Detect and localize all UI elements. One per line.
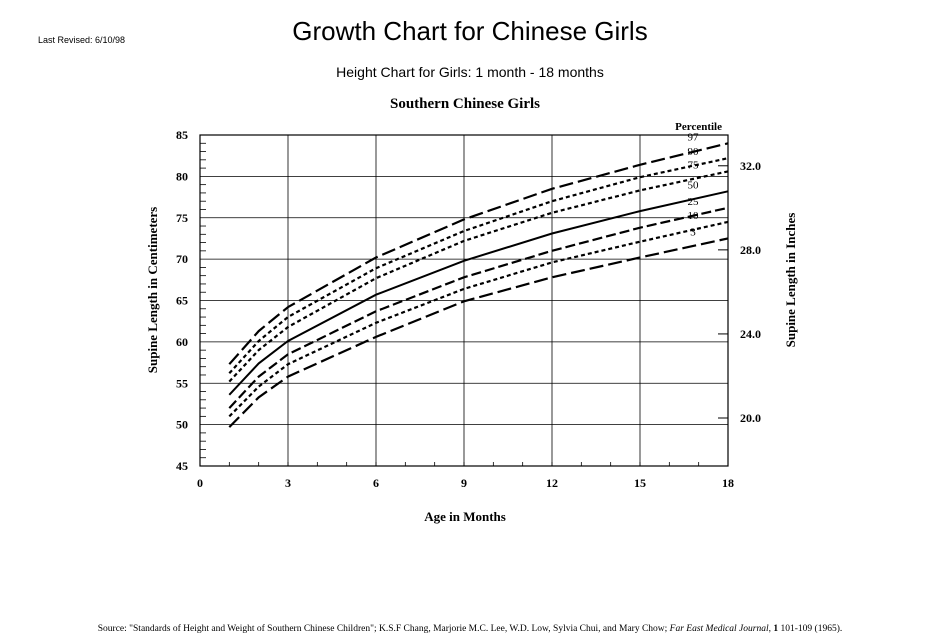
percentile-line-75 — [228, 170, 729, 383]
percentile-line-25 — [228, 206, 729, 409]
journal-pages: 101-109 (1965). — [780, 624, 843, 634]
x-tick-label: 0 — [197, 476, 203, 490]
percentile-label-25: 25 — [688, 196, 700, 208]
percentile-label-3: 3 — [690, 226, 696, 238]
percentile-line-10 — [228, 220, 729, 418]
x-tick-label: 12 — [546, 476, 558, 490]
percentile-label-90: 90 — [688, 146, 700, 158]
percentile-label-10: 10 — [688, 210, 700, 222]
y-tick-label: 50 — [176, 418, 188, 432]
journal-volume: 1 — [773, 624, 779, 634]
y-tick-label: 80 — [176, 169, 188, 183]
page-subtitle: Height Chart for Girls: 1 month - 18 mon… — [336, 64, 604, 80]
y-axis-label-left: Supine Length in Centimeters — [145, 207, 160, 373]
source-citation: Source: "Standards of Height and Weight … — [97, 624, 843, 634]
right-tick-label: 28.0 — [740, 243, 761, 257]
y-tick-label: 70 — [176, 252, 188, 266]
percentile-line-97 — [228, 142, 729, 365]
y-tick-label: 45 — [176, 459, 188, 473]
y-tick-label: 75 — [176, 211, 188, 225]
y-tick-label: 55 — [176, 376, 188, 390]
y-axis-label-right: Supine Length in Inches — [783, 213, 798, 348]
percentile-label-75: 75 — [688, 159, 700, 171]
y-tick-label: 85 — [176, 128, 188, 142]
right-tick-label: 32.0 — [740, 159, 761, 173]
source-text: Source: "Standards of Height and Weight … — [97, 624, 668, 634]
legend-title: Percentile — [675, 121, 722, 133]
y-tick-label: 65 — [176, 294, 188, 308]
x-axis-label: Age in Months — [424, 509, 506, 524]
right-tick-label: 24.0 — [740, 327, 761, 341]
journal-name: Far East Medical Journal — [669, 624, 769, 634]
percentile-line-3 — [228, 237, 729, 428]
percentile-line-50 — [228, 190, 729, 396]
x-tick-label: 18 — [722, 476, 734, 490]
plot-frame — [199, 134, 729, 467]
last-revised-date: Last Revised: 6/10/98 — [38, 35, 126, 45]
right-tick-label: 20.0 — [740, 411, 761, 425]
percentile-label-97: 97 — [688, 131, 700, 143]
x-tick-label: 9 — [461, 476, 467, 490]
x-tick-label: 3 — [285, 476, 291, 490]
chart-title: Southern Chinese Girls — [390, 96, 540, 112]
x-tick-label: 15 — [634, 476, 646, 490]
y-tick-label: 60 — [176, 335, 188, 349]
percentile-label-50: 50 — [688, 179, 700, 191]
x-tick-label: 6 — [373, 476, 379, 490]
page-title: Growth Chart for Chinese Girls — [292, 16, 648, 46]
percentile-line-90 — [228, 157, 729, 375]
